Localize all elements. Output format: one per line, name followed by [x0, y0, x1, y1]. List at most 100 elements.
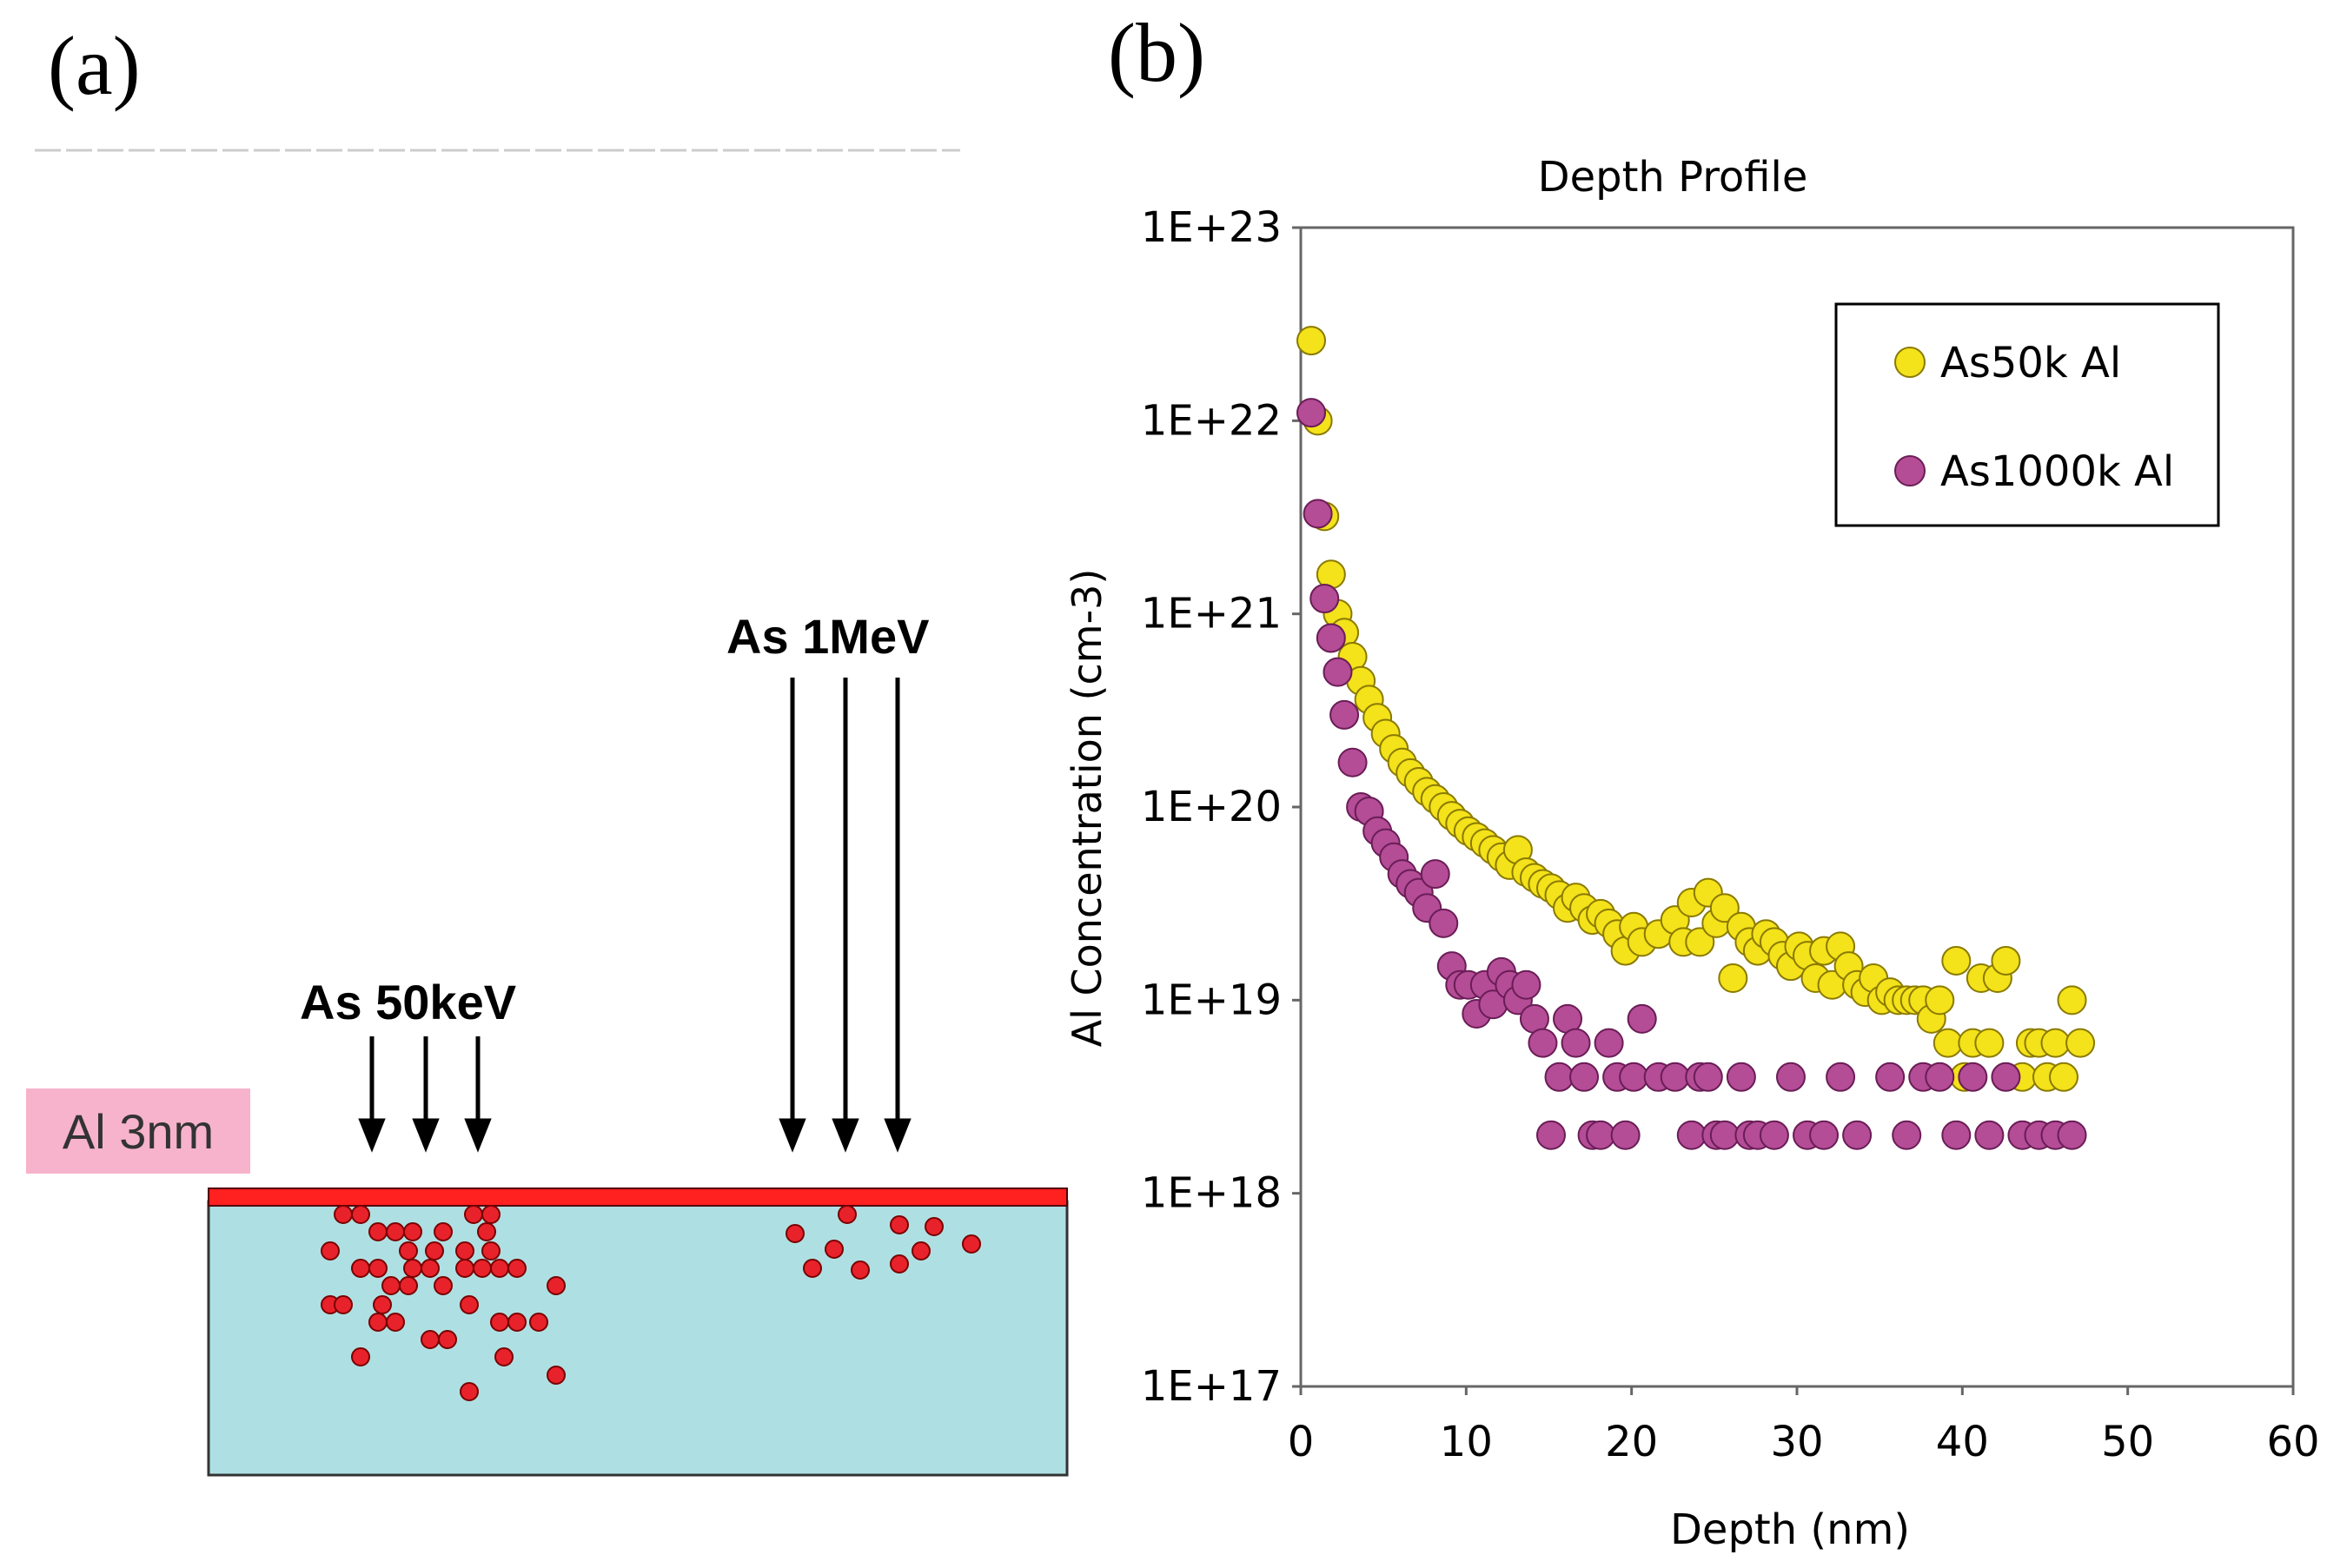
point-as50k	[1354, 685, 1384, 715]
y-tick-label: 1E+21	[1141, 590, 1282, 638]
point-as50k	[1370, 718, 1401, 749]
point-as50k	[1362, 703, 1393, 733]
point-as50k	[1586, 898, 1616, 929]
ion-dot	[421, 1259, 440, 1278]
point-as1000k	[1519, 1003, 1549, 1034]
point-as1000k	[1561, 1028, 1591, 1058]
point-as50k	[1833, 951, 1864, 982]
point-as50k	[1742, 936, 1773, 966]
al-layer	[208, 1188, 1068, 1207]
point-as1000k	[1296, 398, 1326, 428]
point-as1000k	[2057, 1120, 2087, 1150]
point-as1000k	[1462, 999, 1492, 1029]
ion-dot	[373, 1295, 392, 1314]
point-as1000k	[1685, 1062, 1715, 1092]
point-as1000k	[1586, 1120, 1616, 1150]
point-as1000k	[1495, 969, 1525, 1000]
x-tick-label: 40	[1936, 1418, 1989, 1466]
point-as50k	[1908, 985, 1939, 1016]
ion-dot	[490, 1313, 509, 1332]
point-as1000k	[1908, 1062, 1939, 1092]
point-as1000k	[1445, 969, 1475, 1000]
legend: As50k Al As1000k Al	[1834, 302, 2220, 527]
point-as50k	[2057, 985, 2087, 1016]
point-as50k	[2024, 1028, 2054, 1058]
point-as50k	[1403, 767, 1434, 797]
point-as1000k	[1726, 1062, 1756, 1092]
point-as50k	[1899, 985, 1930, 1016]
point-as1000k	[1709, 1120, 1740, 1150]
point-as50k	[1323, 599, 1353, 629]
point-as1000k	[2024, 1120, 2054, 1150]
ion-dot	[477, 1222, 496, 1241]
point-as1000k	[1370, 828, 1401, 858]
point-as50k	[1577, 905, 1608, 936]
point-as50k	[1966, 963, 1996, 993]
point-as50k	[1486, 842, 1516, 872]
point-as1000k	[1436, 951, 1467, 982]
point-as50k	[1316, 559, 1346, 590]
point-as50k	[1842, 969, 1873, 1000]
point-as1000k	[1826, 1062, 1856, 1092]
point-as1000k	[1309, 584, 1340, 614]
ion-dot	[464, 1205, 483, 1224]
point-as50k	[1445, 809, 1475, 839]
ion-dot	[321, 1241, 340, 1260]
ion-dot	[547, 1366, 566, 1385]
ion-dot	[334, 1205, 353, 1224]
point-as50k	[1594, 908, 1624, 938]
ion-dot	[368, 1313, 388, 1332]
point-as1000k	[1420, 859, 1450, 890]
point-as50k	[1436, 801, 1467, 831]
point-as1000k	[1478, 989, 1508, 1020]
point-as1000k	[1991, 1062, 2021, 1092]
ion-dot	[455, 1241, 474, 1260]
point-as50k	[1817, 969, 1847, 1000]
point-as1000k	[1594, 1028, 1624, 1058]
ion-dot	[386, 1222, 405, 1241]
ion-dot	[825, 1240, 844, 1259]
point-as1000k	[1396, 869, 1426, 899]
point-as1000k	[1701, 1120, 1732, 1150]
y-tick-label: 1E+18	[1141, 1169, 1282, 1218]
x-tick-label: 20	[1605, 1418, 1658, 1466]
point-as50k	[1429, 792, 1459, 822]
ion-dot	[403, 1259, 422, 1278]
point-as1000k	[2040, 1120, 2071, 1150]
point-as1000k	[1412, 893, 1442, 923]
substrate	[207, 1200, 1069, 1477]
point-as50k	[1941, 945, 1972, 976]
ion-dot	[803, 1259, 822, 1278]
x-tick-label: 60	[2266, 1418, 2319, 1466]
point-as1000k	[1941, 1120, 1972, 1150]
y-tick-label: 1E+17	[1141, 1362, 1282, 1411]
point-as50k	[1933, 1028, 1963, 1058]
point-as50k	[1883, 985, 1913, 1016]
ion-dot	[925, 1217, 944, 1236]
point-as1000k	[1660, 1062, 1690, 1092]
ion-dot	[334, 1295, 353, 1314]
point-as1000k	[1379, 842, 1409, 872]
point-as1000k	[1528, 1028, 1558, 1058]
axes: 0 10 20 30 40 50 60 1E+23 1E+22 1E+21 1E+20 1E+19 1E…	[1141, 203, 2320, 1466]
chart-title: Depth Profile	[1538, 153, 1808, 202]
point-as50k	[1469, 828, 1500, 858]
point-as50k	[1892, 985, 1922, 1016]
ion-dot	[351, 1259, 370, 1278]
point-as50k	[2032, 1062, 2062, 1092]
point-as50k	[1519, 863, 1549, 893]
ion-dot	[481, 1241, 501, 1260]
point-as1000k	[2007, 1120, 2038, 1150]
point-as1000k	[1429, 908, 1459, 938]
point-as50k	[1693, 877, 1723, 908]
point-as50k	[1453, 816, 1483, 846]
point-as1000k	[1569, 1062, 1600, 1092]
point-as50k	[1495, 850, 1525, 880]
ion-dot	[381, 1276, 401, 1295]
point-as50k	[1809, 936, 1840, 966]
point-as50k	[1850, 977, 1880, 1008]
point-as1000k	[1387, 859, 1417, 890]
point-as50k	[1866, 985, 1897, 1016]
x-tick-label: 50	[2101, 1418, 2154, 1466]
point-as50k	[1949, 1062, 1979, 1092]
